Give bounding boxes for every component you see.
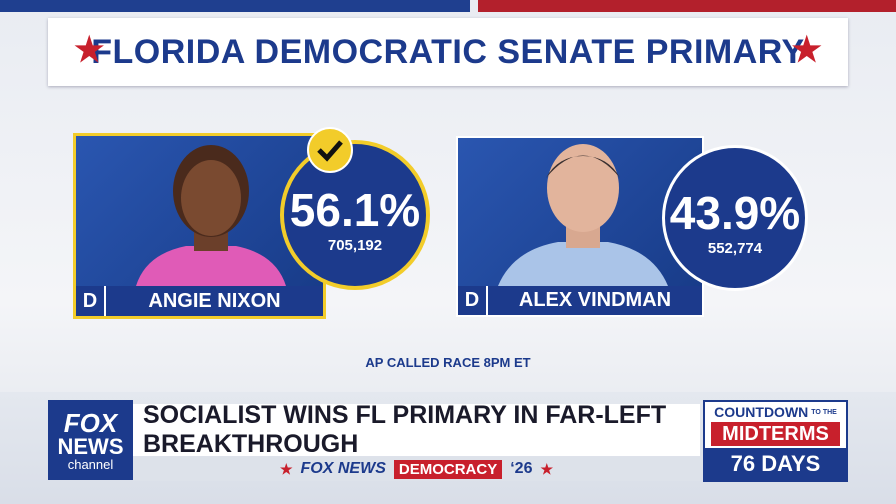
headline: SOCIALIST WINS FL PRIMARY IN FAR-LEFT BR… xyxy=(133,401,700,458)
votes: 552,774 xyxy=(707,239,763,257)
bottom-strip: ★ FOX NEWS DEMOCRACY ‘26 ★ xyxy=(133,457,700,481)
name-bar: D ANGIE NIXON xyxy=(76,286,323,316)
candidate-name: ALEX VINDMAN xyxy=(518,289,672,311)
result-circle: 43.9% 552,774 xyxy=(662,145,808,291)
called-note: AP CALLED RACE 8PM ET xyxy=(365,354,531,370)
logo: FOX NEWS channel xyxy=(48,400,133,480)
candidate-card: D ANGIE NIXON xyxy=(73,133,326,319)
candidate-photo xyxy=(498,144,668,286)
countdown-small: TO THE xyxy=(811,408,837,416)
countdown-midterms: MIDTERMS xyxy=(711,422,840,446)
star: ★ xyxy=(540,460,554,477)
strip-brand: FOX NEWS xyxy=(300,460,386,477)
result-circle: 56.1% 705,192 xyxy=(280,140,430,290)
countdown-days: 76 DAYS xyxy=(705,448,846,480)
top-stripe-blue xyxy=(0,0,470,12)
countdown-title: COUNTDOWN xyxy=(714,404,809,420)
name-bar: D ALEX VINDMAN xyxy=(458,286,702,315)
candidate-photo xyxy=(136,145,286,286)
candidate-name: ANGIE NIXON xyxy=(148,289,281,312)
logo-fox: FOX xyxy=(63,407,118,438)
countdown-top: COUNTDOWN TO THE xyxy=(705,402,846,422)
star: ★ xyxy=(74,31,105,69)
strip-democracy: DEMOCRACY xyxy=(393,459,503,479)
percent: 56.1% xyxy=(289,183,421,236)
star: ★ xyxy=(791,31,822,69)
strip-year: ‘26 xyxy=(510,460,533,477)
logo-news: NEWS xyxy=(57,433,124,459)
winner-check xyxy=(307,127,353,173)
logo-channel: channel xyxy=(67,456,114,472)
countdown: COUNTDOWN TO THE MIDTERMS 76 DAYS xyxy=(703,400,848,482)
title: FLORIDA DEMOCRATIC SENATE PRIMARY xyxy=(91,32,805,71)
percent: 43.9% xyxy=(669,186,801,239)
title-box: ★ FLORIDA DEMOCRATIC SENATE PRIMARY ★ xyxy=(48,18,848,86)
top-stripe-red xyxy=(478,0,896,12)
star: ★ xyxy=(279,460,293,477)
party: D xyxy=(76,286,106,316)
party: D xyxy=(458,286,488,315)
votes: 705,192 xyxy=(327,236,383,254)
